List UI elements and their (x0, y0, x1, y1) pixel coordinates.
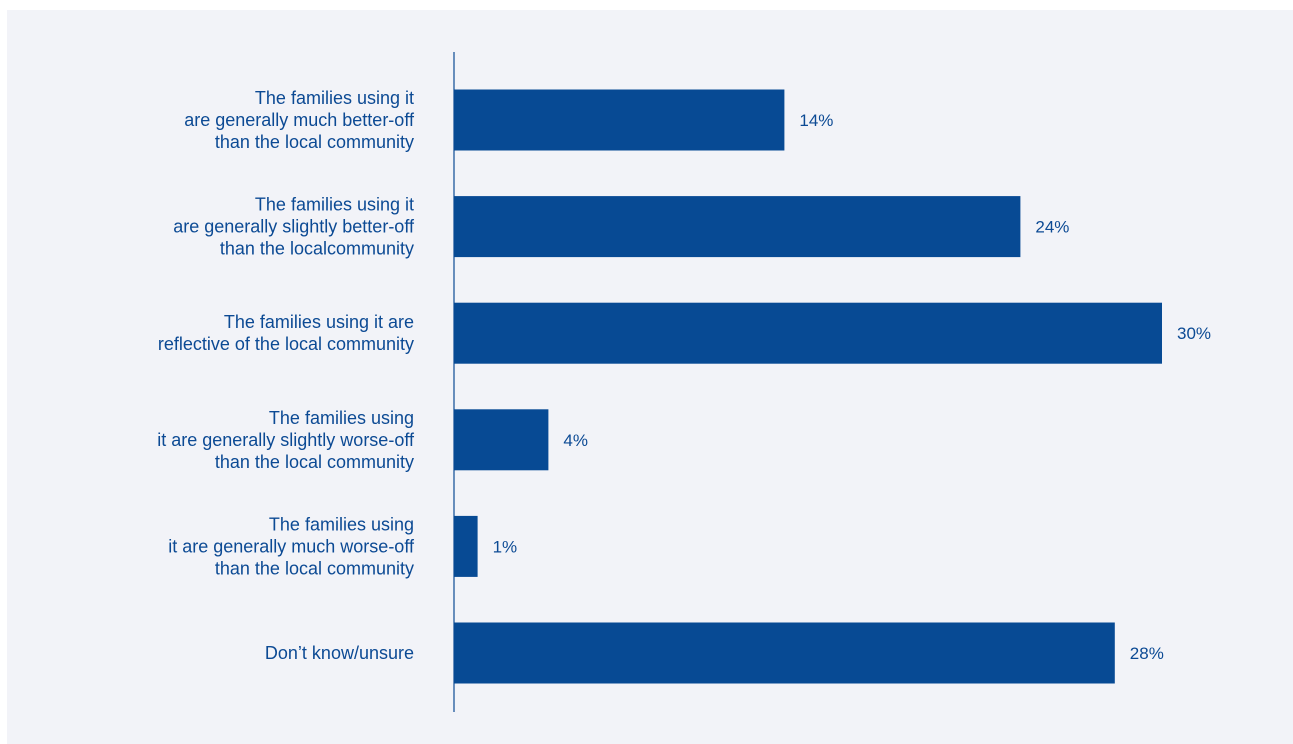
category-label-line: The families using it are (224, 312, 414, 332)
bar-3 (454, 302, 1162, 364)
bars-group (454, 89, 1162, 684)
category-label-line: The families using (269, 514, 414, 534)
category-label-line: it are generally slightly worse-off (157, 430, 415, 450)
value-label-1: 14% (799, 111, 833, 130)
category-label-3: The families using it are reflective of t… (158, 312, 414, 354)
category-label-line: The families using it (255, 88, 414, 108)
bar-6 (454, 622, 1115, 684)
category-label-line: reflective of the local community (158, 334, 414, 354)
category-label-line: than the local community (215, 558, 414, 578)
category-label-line: are generally much better-off (184, 110, 415, 130)
value-labels-group: 14% 24% 30% 4% 1% 28% (493, 111, 1211, 663)
category-label-6: Don’t know/unsure (265, 643, 414, 663)
category-label-line: The families using (269, 408, 414, 428)
value-label-5: 1% (493, 537, 518, 556)
category-label-4: The families using it are generally sligh… (157, 408, 415, 472)
category-label-1: The families using it are generally much … (184, 88, 415, 152)
bar-5 (454, 515, 478, 577)
category-label-line: it are generally much worse-off (168, 536, 415, 556)
bar-4 (454, 409, 549, 471)
category-label-line: are generally slightly better-off (173, 217, 415, 237)
category-label-line: than the local community (215, 452, 414, 472)
category-label-line: Don’t know/unsure (265, 643, 414, 663)
value-label-2: 24% (1035, 218, 1069, 237)
bar-2 (454, 196, 1021, 258)
value-label-4: 4% (563, 431, 588, 450)
category-label-5: The families using it are generally much … (168, 514, 415, 578)
bar-chart: The families using it are generally much … (157, 52, 1211, 712)
value-label-6: 28% (1130, 644, 1164, 663)
chart-panel: The families using it are generally much … (7, 10, 1293, 744)
category-labels-group: The families using it are generally much … (157, 88, 415, 663)
value-label-3: 30% (1177, 324, 1211, 343)
bar-1 (454, 89, 785, 151)
category-label-line: than the localcommunity (220, 239, 414, 259)
category-label-line: than the local community (215, 132, 414, 152)
category-label-2: The families using it are generally sligh… (173, 195, 415, 259)
category-label-line: The families using it (255, 195, 414, 215)
